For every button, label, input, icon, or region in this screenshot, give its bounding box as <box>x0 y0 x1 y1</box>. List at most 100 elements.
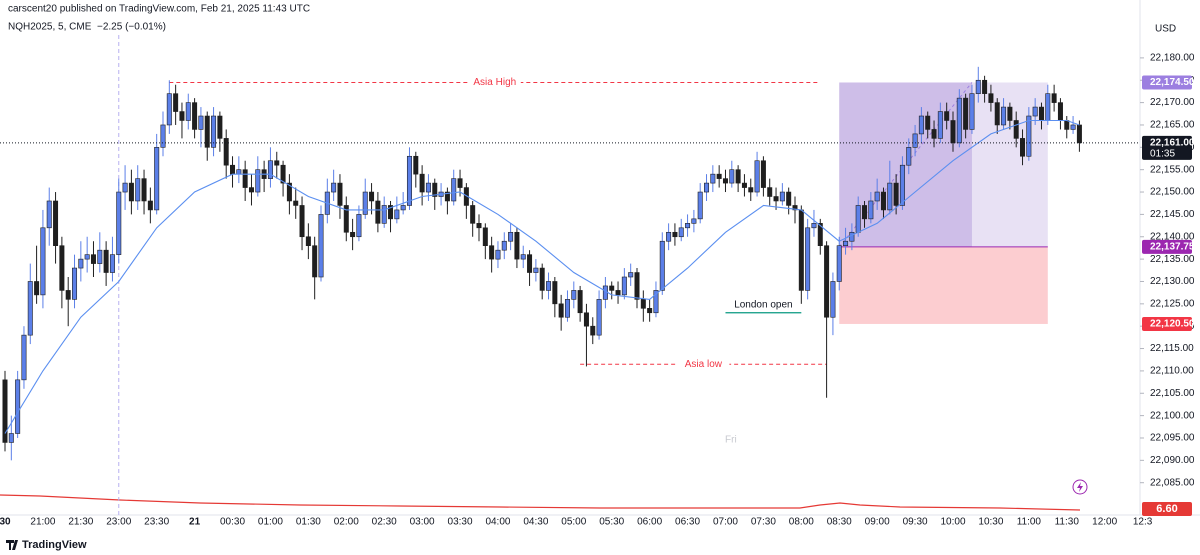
candle-body <box>925 115 931 130</box>
y-tick-label: 22,100.00 <box>1150 410 1195 421</box>
currency: USD <box>1155 24 1176 35</box>
candle-body <box>160 124 166 148</box>
candle-body <box>647 308 653 314</box>
candle-body <box>59 245 65 291</box>
candle-body <box>109 254 115 273</box>
candle-body <box>128 182 134 202</box>
candle-body <box>729 169 735 184</box>
candle-body <box>204 115 210 148</box>
candle-body <box>457 178 463 188</box>
countdown: 01:35 <box>1150 148 1175 159</box>
candle-body <box>53 200 59 246</box>
brand: TradingView <box>22 539 87 551</box>
candle-body <box>312 245 318 278</box>
alert-icon[interactable] <box>1072 479 1088 495</box>
candle-body <box>514 231 520 260</box>
y-tick-label: 22,090.00 <box>1150 455 1195 466</box>
candle-body <box>862 205 868 220</box>
y-tick-label: 22,125.00 <box>1150 298 1195 309</box>
candle-body <box>293 200 299 206</box>
candle-body <box>773 196 779 202</box>
stop-label-bg <box>1142 316 1192 331</box>
y-tick-label: 22,130.00 <box>1150 276 1195 287</box>
y-tick-label: 22,145.00 <box>1150 209 1195 220</box>
indicator-line <box>0 494 1081 511</box>
x-tick-label: 09:30 <box>903 517 928 528</box>
candle-body <box>899 164 905 206</box>
candle-body <box>413 155 419 175</box>
candle-body <box>40 227 46 296</box>
candle-body <box>1038 106 1044 121</box>
y-tick-label: 22,105.00 <box>1150 388 1195 399</box>
x-tick-label: 03:00 <box>410 517 435 528</box>
candle-body <box>659 240 665 291</box>
candle-body <box>621 276 627 296</box>
candle-body <box>46 200 52 229</box>
x-tick-label: 21:30 <box>68 517 93 528</box>
x-tick-label: 03:30 <box>448 517 473 528</box>
candle-body <box>173 93 179 112</box>
x-tick-label: 07:00 <box>713 517 738 528</box>
entry-label: 22,137.75 <box>1150 241 1195 252</box>
candle-body <box>230 164 236 175</box>
candle-body <box>356 214 362 238</box>
candle-body <box>634 272 640 300</box>
x-tick-label: 05:00 <box>561 517 586 528</box>
candle-body <box>811 223 817 229</box>
x-tick-label: 10:30 <box>978 517 1003 528</box>
candle-body <box>527 254 533 273</box>
level-label-bg <box>468 76 521 89</box>
candle-body <box>141 178 147 202</box>
candle-body <box>868 200 874 220</box>
candle-body <box>931 129 937 139</box>
candle-body <box>8 433 14 443</box>
candle-body <box>628 272 634 278</box>
candle-body <box>1013 120 1019 139</box>
x-tick-label: 23:30 <box>144 517 169 528</box>
candle-body <box>1051 93 1057 103</box>
candle-body <box>489 245 495 260</box>
candle-body <box>369 191 375 202</box>
candle-body <box>135 178 141 202</box>
candle-body <box>122 182 128 193</box>
candle-body <box>198 115 204 130</box>
x-tick-label: 06:30 <box>675 517 700 528</box>
x-tick-label: 23:00 <box>106 517 131 528</box>
candle-body <box>1026 115 1032 157</box>
candle-body <box>78 258 84 269</box>
trade-path <box>838 82 973 248</box>
candle-body <box>546 281 552 291</box>
y-tick-label: 22,150.00 <box>1150 187 1195 198</box>
candle-body <box>596 299 602 336</box>
x-tick-label: 09:00 <box>865 517 890 528</box>
candle-body <box>1057 102 1063 121</box>
x-tick-label: 08:00 <box>789 517 814 528</box>
candle-body <box>956 97 962 144</box>
candle-body <box>722 178 728 184</box>
brand-logo <box>6 540 18 550</box>
candle-body <box>760 160 766 188</box>
candle-body <box>615 290 621 296</box>
x-tick-label: 30 <box>0 517 11 528</box>
candle-body <box>508 231 514 242</box>
candle-body <box>786 191 792 206</box>
candle-body <box>21 334 27 381</box>
last-price-bg <box>1142 135 1192 160</box>
candle-body <box>887 182 893 211</box>
y-tick-label: 22,165.00 <box>1150 120 1195 131</box>
x-tick-label: 01:00 <box>258 517 283 528</box>
symbol: NQH2025, 5, CME <box>8 22 92 33</box>
candle-body <box>982 79 988 94</box>
candle-body <box>65 290 71 300</box>
candle-body <box>192 102 198 130</box>
candle-body <box>501 240 507 251</box>
candle-body <box>223 138 229 166</box>
candle-body <box>843 240 849 246</box>
candle-body <box>963 97 969 130</box>
candle-body <box>1045 93 1051 121</box>
candle-body <box>830 281 836 318</box>
candle-body <box>824 245 830 318</box>
stop-label: 22,120.50 <box>1150 319 1195 330</box>
candle-body <box>482 227 488 246</box>
x-tick-label: 02:00 <box>334 517 359 528</box>
